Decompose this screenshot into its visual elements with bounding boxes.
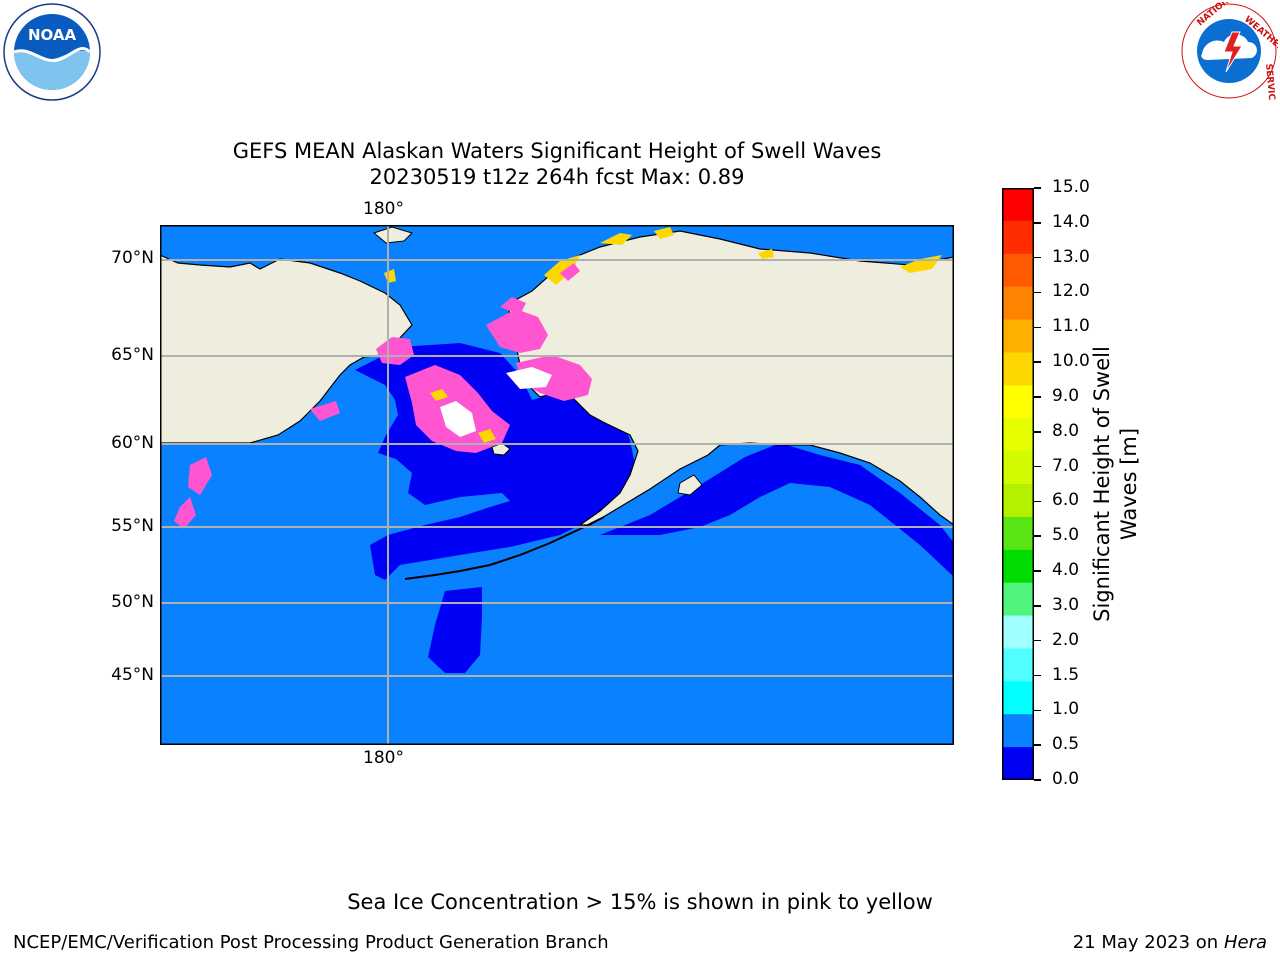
colorbar-tick-mark — [1034, 431, 1041, 433]
lon-label-top: 180° — [363, 199, 404, 219]
colorbar-segment — [1002, 451, 1034, 485]
colorbar-segment — [1002, 319, 1034, 353]
colorbar-segment — [1002, 352, 1034, 386]
colorbar-segment — [1002, 385, 1034, 419]
colorbar-tick-label: 6.0 — [1052, 490, 1080, 511]
colorbar-tick-label: 11.0 — [1052, 316, 1090, 337]
colorbar-tick-label: 5.0 — [1052, 525, 1080, 546]
map-svg — [159, 225, 955, 745]
nws-logo: NATIONAL WEATHER SERVICE — [1180, 0, 1280, 107]
colorbar-tick-label: 9.0 — [1052, 385, 1080, 406]
colorbar-segment — [1002, 549, 1034, 584]
gulf-of-alaska-region — [600, 443, 954, 577]
colorbar-segment — [1002, 484, 1034, 518]
chukotka-siberia-land — [159, 254, 413, 444]
map-gridlines — [160, 225, 954, 745]
lat-label-45: 45°N — [111, 665, 154, 685]
colorbar-tick-mark — [1034, 744, 1041, 746]
colorbar-tick-label: 2.0 — [1052, 629, 1080, 650]
machine-name: Hera — [1223, 932, 1267, 953]
noaa-logo: NOAA — [2, 2, 102, 102]
colorbar-tick-label: 7.0 — [1052, 455, 1080, 476]
colorbar-segment — [1002, 220, 1034, 255]
colorbar-tick-mark — [1034, 779, 1041, 781]
colorbar-segment — [1002, 253, 1034, 288]
colorbar-tick-mark — [1034, 465, 1041, 468]
colorbar-segment — [1002, 714, 1034, 748]
svg-text:NOAA: NOAA — [28, 26, 77, 44]
lat-label-55: 55°N — [111, 516, 154, 536]
aleutian-islands — [404, 516, 605, 580]
colorbar-segment — [1002, 615, 1034, 649]
colorbar-tick-mark — [1034, 639, 1041, 642]
colorbar-tick-mark — [1034, 222, 1041, 224]
lat-label-70: 70°N — [111, 248, 154, 268]
colorbar-tick-mark — [1034, 187, 1041, 189]
colorbar-tick-label: 1.0 — [1052, 699, 1080, 720]
lat-label-50: 50°N — [111, 592, 154, 612]
lat-label-65: 65°N — [111, 345, 154, 365]
colorbar-tick-label: 13.0 — [1052, 246, 1090, 267]
colorbar-segment — [1002, 747, 1034, 781]
colorbar-tick-mark — [1034, 709, 1041, 712]
colorbar-tick-mark — [1034, 326, 1041, 329]
colorbar-tick-label: 0.0 — [1052, 769, 1080, 789]
colorbar-tick-label: 1.5 — [1052, 664, 1080, 685]
colorbar-tick-mark — [1034, 674, 1041, 677]
chart-subtitle: 20230519 t12z 264h fcst Max: 0.89 — [369, 165, 745, 189]
colorbar-tick-label: 10.0 — [1052, 351, 1090, 372]
colorbar-tick-mark — [1034, 361, 1041, 363]
colorbar-tick-mark — [1034, 500, 1041, 503]
kodiak-island — [677, 474, 703, 496]
colorbar-segment — [1002, 516, 1034, 551]
date-stamp: 21 May 2023 on Hera — [1073, 932, 1267, 953]
colorbar-segment — [1002, 188, 1034, 222]
colorbar — [1002, 188, 1034, 781]
colorbar-tick-label: 12.0 — [1052, 281, 1090, 302]
north-pacific-dark-patch — [428, 587, 482, 673]
colorbar-tick-label: 15.0 — [1052, 177, 1090, 197]
colorbar-svg — [1002, 188, 1034, 781]
colorbar-segment — [1002, 648, 1034, 682]
map-frame — [160, 225, 954, 745]
branch-credit: NCEP/EMC/Verification Post Processing Pr… — [13, 932, 609, 953]
date-text: 21 May 2023 on — [1072, 932, 1219, 953]
colorbar-segment — [1002, 582, 1034, 617]
colorbar-tick-label: 14.0 — [1052, 211, 1090, 232]
colorbar-label: Significant Height of Swell Waves [m] — [1090, 346, 1141, 622]
colorbar-tick-mark — [1034, 535, 1041, 537]
colorbar-tick-label: 3.0 — [1052, 594, 1080, 615]
colorbar-tick-mark — [1034, 605, 1041, 607]
chart-title: GEFS MEAN Alaskan Waters Significant Hei… — [232, 139, 882, 163]
colorbar-segment — [1002, 418, 1034, 452]
colorbar-segment — [1002, 286, 1034, 321]
map-panel — [159, 225, 955, 745]
lat-label-60: 60°N — [111, 433, 154, 453]
colorbar-tick-label: 0.5 — [1052, 734, 1080, 755]
colorbar-tick-mark — [1034, 396, 1041, 398]
colorbar-tick-label: 8.0 — [1052, 420, 1080, 441]
sea-ice-overlay — [174, 227, 942, 529]
colorbar-segment — [1002, 681, 1034, 715]
colorbar-tick-mark — [1034, 256, 1041, 259]
colorbar-tick-mark — [1034, 291, 1041, 294]
colorbar-frame — [1002, 188, 1034, 780]
colorbar-tick-mark — [1034, 570, 1041, 572]
lon-label-bottom: 180° — [363, 748, 404, 768]
svg-text:SERVICE: SERVICE — [1263, 63, 1277, 100]
sea-ice-note: Sea Ice Concentration > 15% is shown in … — [347, 890, 933, 914]
colorbar-tick-label: 4.0 — [1052, 560, 1080, 581]
